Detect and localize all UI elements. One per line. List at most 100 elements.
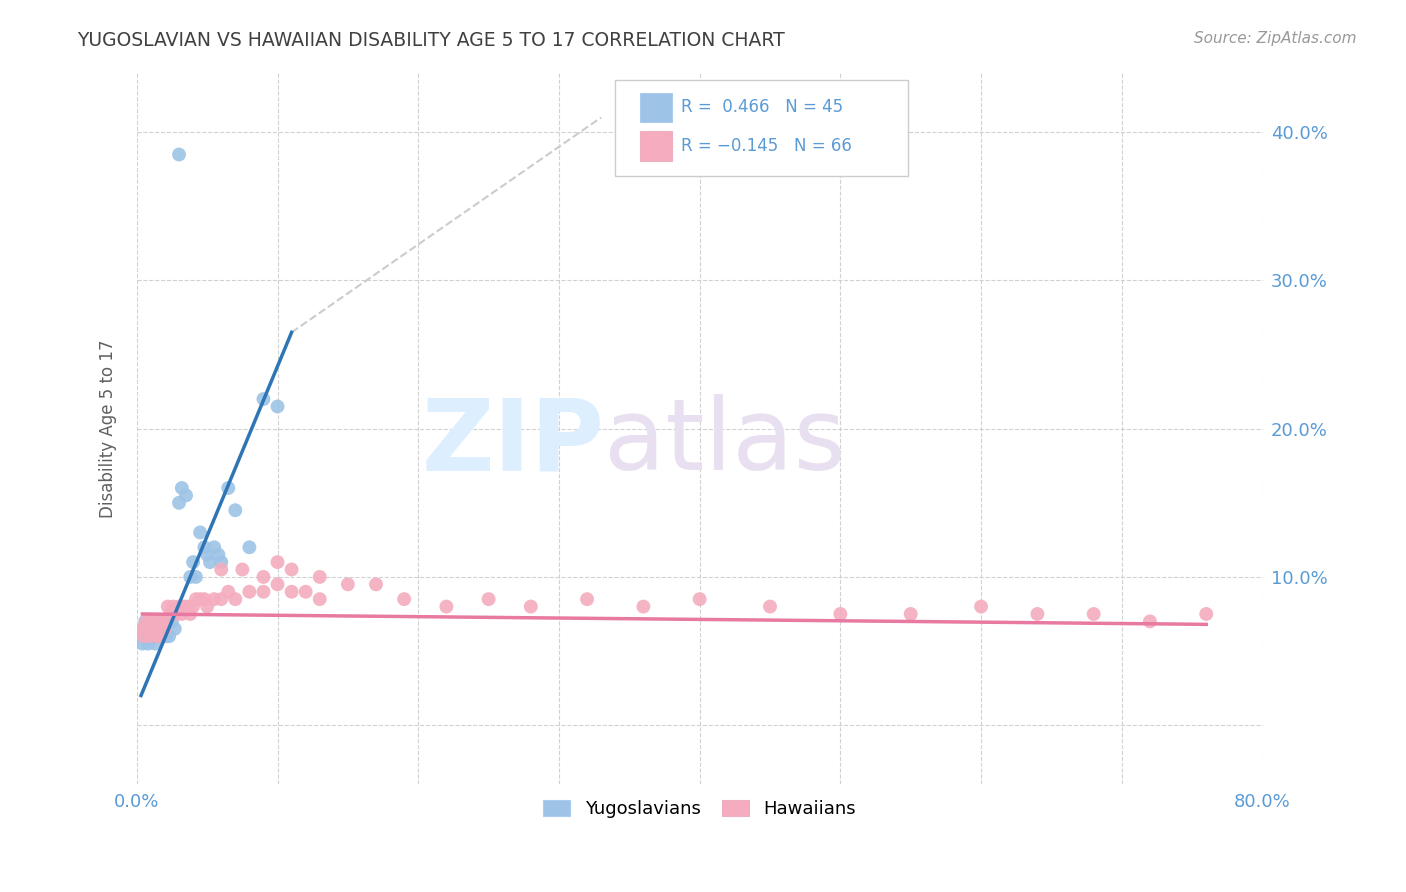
Point [152,615,174,629]
Point [478,592,501,607]
Point [830,607,852,621]
Point [132,629,155,643]
Point [141,615,163,629]
Point [202,592,225,607]
Point [139,615,162,629]
Point [176,599,198,614]
Point [150,622,173,636]
Point [150,629,173,643]
Point [209,562,232,576]
Point [252,570,274,584]
Point [1195,607,1218,621]
Point [364,577,387,591]
Point [153,622,176,636]
Point [173,599,195,614]
Point [198,555,221,569]
Point [181,555,204,569]
Point [184,592,207,607]
Point [217,584,239,599]
Point [294,584,316,599]
Point [759,599,782,614]
Point [170,607,193,621]
Point [188,525,211,540]
Point [167,147,190,161]
Point [1083,607,1105,621]
Point [156,615,179,629]
Point [266,400,288,414]
Point [170,481,193,495]
Point [231,562,253,576]
Point [150,622,173,636]
Point [131,637,153,651]
Point [209,555,232,569]
Point [152,615,174,629]
Text: atlas: atlas [605,394,845,491]
Y-axis label: Disability Age 5 to 17: Disability Age 5 to 17 [100,340,117,518]
Point [179,607,201,621]
Point [1139,615,1161,629]
Point [139,629,162,643]
Point [129,629,152,643]
Point [148,622,170,636]
Point [146,622,169,636]
Point [136,622,159,636]
Text: Source: ZipAtlas.com: Source: ZipAtlas.com [1194,31,1357,46]
Point [153,622,176,636]
Text: R =  0.466   N = 45: R = 0.466 N = 45 [681,98,842,117]
Point [238,584,260,599]
Point [252,584,274,599]
Point [280,562,302,576]
Point [148,622,170,636]
Point [146,629,169,643]
Point [266,555,288,569]
Point [159,607,181,621]
Point [165,607,187,621]
Point [149,615,172,629]
Point [136,637,159,651]
Legend: Yugoslavians, Hawaiians: Yugoslavians, Hawaiians [536,792,863,825]
Point [193,592,215,607]
Point [308,570,330,584]
Point [224,592,246,607]
Point [520,599,543,614]
Point [167,496,190,510]
Point [202,541,225,555]
Text: YUGOSLAVIAN VS HAWAIIAN DISABILITY AGE 5 TO 17 CORRELATION CHART: YUGOSLAVIAN VS HAWAIIAN DISABILITY AGE 5… [77,31,785,50]
Point [224,503,246,517]
Point [155,629,177,643]
Point [195,599,218,614]
Point [576,592,599,607]
Point [184,570,207,584]
Point [174,488,197,502]
Point [392,592,415,607]
Point [633,599,655,614]
Point [141,622,163,636]
Point [143,615,166,629]
Point [188,592,211,607]
Point [336,577,359,591]
Point [1026,607,1049,621]
Point [146,615,169,629]
Point [209,592,232,607]
Point [280,584,302,599]
Point [167,599,190,614]
Text: R = −0.145   N = 66: R = −0.145 N = 66 [681,136,852,155]
Point [132,622,155,636]
Point [238,541,260,555]
Bar [640,93,672,122]
Point [135,629,157,643]
Point [193,541,215,555]
FancyBboxPatch shape [616,80,908,176]
Point [135,615,157,629]
Point [434,599,457,614]
Point [163,622,186,636]
Bar [640,131,672,161]
Point [217,481,239,495]
Point [207,548,229,562]
Point [143,637,166,651]
Point [252,392,274,406]
Point [145,629,167,643]
Point [145,622,167,636]
Point [308,592,330,607]
Point [970,599,993,614]
